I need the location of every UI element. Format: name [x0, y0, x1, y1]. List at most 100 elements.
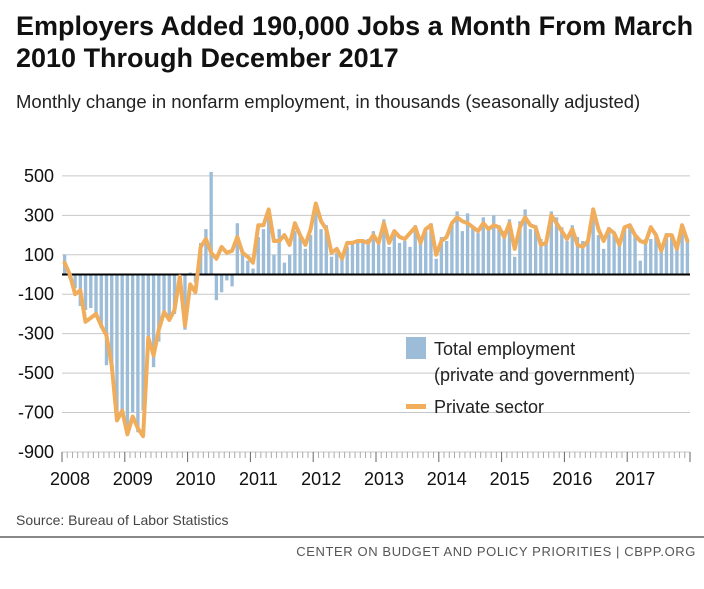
bar-total-employment: [575, 237, 580, 275]
bar-total-employment: [403, 240, 407, 275]
bar-total-employment: [586, 240, 590, 275]
bar-total-employment: [146, 274, 151, 344]
x-tick-label-2010: 2010: [176, 469, 216, 489]
bar-total-employment: [219, 274, 224, 293]
bar-total-employment: [350, 240, 355, 275]
bar-total-employment: [649, 239, 653, 275]
bar-total-employment: [581, 240, 585, 275]
bar-total-employment: [513, 256, 517, 275]
bar-total-employment: [345, 246, 349, 275]
footer-divider: [0, 536, 704, 538]
bar-total-employment: [502, 231, 506, 275]
bar-total-employment: [397, 242, 402, 275]
bar-total-employment: [560, 227, 564, 275]
bar-total-employment: [486, 229, 491, 275]
bar-total-employment: [444, 240, 449, 275]
bar-total-employment: [251, 268, 255, 275]
bar-total-employment: [167, 274, 171, 318]
bar-total-employment: [565, 240, 569, 275]
bar-total-employment: [492, 215, 496, 275]
bar-total-employment: [471, 227, 475, 275]
bar-total-employment: [204, 229, 208, 275]
bar-total-employment: [607, 227, 611, 275]
bar-total-employment: [99, 274, 103, 328]
bar-total-employment: [465, 213, 470, 275]
x-tick-label-2008: 2008: [50, 469, 90, 489]
bar-total-employment: [628, 227, 632, 275]
bar-total-employment: [596, 235, 601, 275]
bar-total-employment: [476, 233, 480, 275]
bar-total-employment: [261, 229, 266, 275]
bar-total-employment: [570, 225, 574, 275]
bar-total-employment: [544, 240, 548, 275]
bar-total-employment: [528, 229, 533, 275]
bar-total-employment: [230, 274, 234, 287]
bar-total-employment: [89, 274, 93, 309]
bar-total-employment: [554, 217, 559, 275]
y-tick-label: -900: [18, 442, 54, 462]
bar-total-employment: [617, 240, 622, 275]
bar-total-employment: [83, 274, 88, 310]
bar-total-employment: [675, 246, 679, 275]
source-note: Source: Bureau of Labor Statistics: [16, 512, 229, 528]
bar-total-employment: [533, 225, 538, 275]
bar-total-employment: [434, 258, 438, 275]
bar-total-employment: [308, 235, 313, 275]
bar-total-employment: [361, 242, 365, 275]
bar-total-employment: [413, 225, 417, 275]
bar-total-employment: [664, 233, 669, 275]
bar-total-employment: [141, 274, 145, 411]
bar-total-employment: [429, 223, 433, 275]
bar-total-employment: [376, 239, 381, 275]
bar-total-employment: [460, 231, 465, 275]
bar-total-employment: [287, 254, 292, 275]
bar-total-employment: [73, 274, 77, 289]
bar-total-employment: [659, 246, 663, 275]
bar-total-employment: [104, 274, 109, 366]
x-tick-label-2009: 2009: [113, 469, 153, 489]
bar-total-employment: [481, 217, 485, 275]
x-axis-ticks: [61, 452, 691, 462]
bar-total-employment: [450, 223, 454, 275]
bar-total-employment: [324, 225, 328, 275]
x-tick-label-2015: 2015: [490, 469, 530, 489]
bar-total-employment: [439, 237, 444, 275]
y-tick-label: -500: [18, 363, 54, 383]
x-tick-label-2012: 2012: [301, 469, 341, 489]
bar-total-employment: [110, 274, 114, 370]
bar-total-employment: [392, 235, 396, 275]
y-tick-label: -700: [18, 403, 54, 423]
bar-total-employment: [115, 274, 119, 419]
bar-total-employment: [387, 246, 391, 275]
private-sector-line: [62, 201, 690, 439]
bar-total-employment: [298, 235, 302, 275]
bar-total-employment: [225, 274, 229, 281]
legend: Total employment (private and government…: [406, 337, 635, 417]
bar-total-employment: [591, 215, 595, 275]
x-tick-label-2014: 2014: [427, 469, 467, 489]
x-tick-label-2011: 2011: [239, 469, 278, 489]
bar-total-employment: [654, 235, 658, 275]
legend-label-private: Private sector: [434, 397, 544, 417]
bar-total-employment: [335, 252, 339, 275]
legend-swatch-private: [406, 404, 426, 409]
grid-layer: [62, 175, 690, 453]
bar-total-employment: [209, 171, 213, 275]
bar-total-employment: [151, 274, 156, 368]
bar-total-employment: [256, 237, 260, 275]
bar-total-employment: [424, 231, 428, 275]
legend-swatch-total: [406, 337, 426, 359]
y-tick-label: 300: [24, 205, 54, 225]
chart-subtitle: Monthly change in nonfarm employment, in…: [16, 91, 641, 112]
x-tick-label-2017: 2017: [615, 469, 655, 489]
bar-total-employment: [680, 231, 684, 275]
bar-total-employment: [539, 239, 543, 275]
bar-total-employment: [329, 256, 334, 275]
bar-total-employment: [136, 274, 140, 433]
bar-total-employment: [518, 221, 522, 275]
bar-total-employment: [314, 203, 318, 275]
bar-total-employment: [612, 233, 616, 275]
bar-total-employment: [418, 240, 423, 275]
bar-total-employment: [685, 240, 690, 275]
bar-total-employment: [303, 248, 308, 275]
